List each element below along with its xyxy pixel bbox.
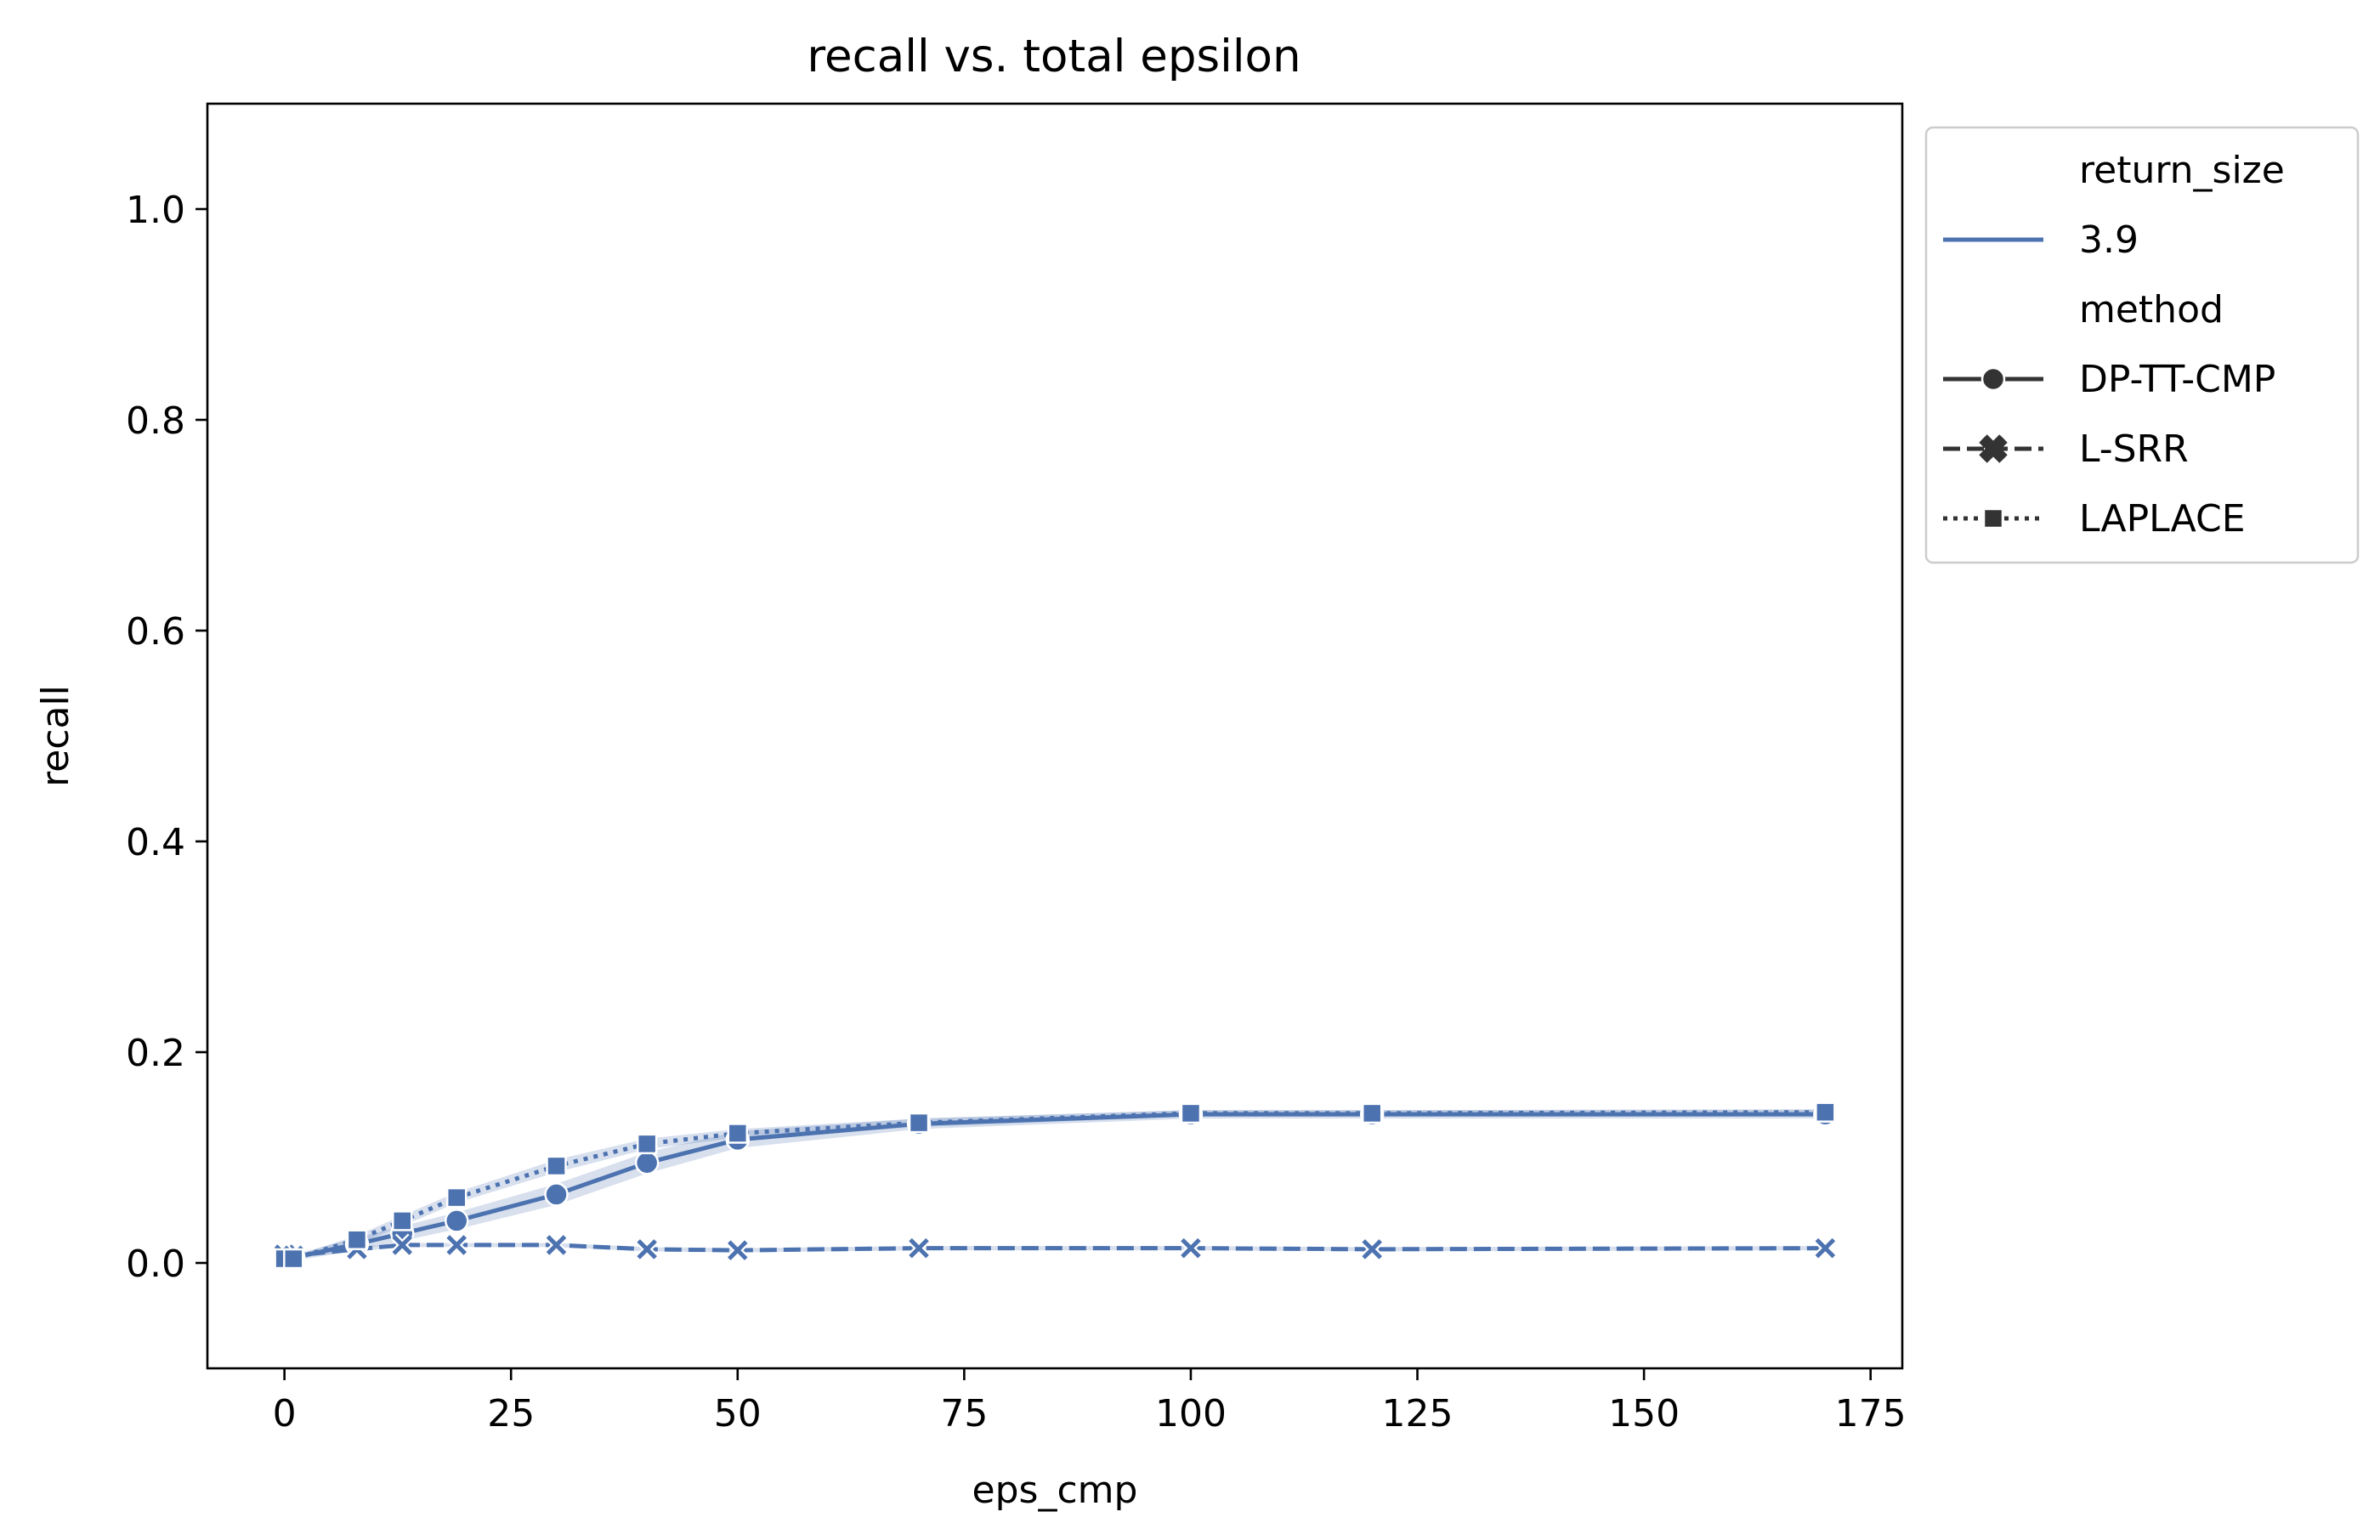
axes: 0 25 50 75 100 125 150 175 0.0 0.2 0.4 0.6 0.8 1.0 [126, 189, 1907, 1435]
legend-label: L-SRR [2079, 427, 2189, 471]
y-axis-label: recall [34, 685, 77, 787]
data-point-l-srr-6-core [637, 1239, 657, 1260]
legend: return_size 3.9 method DP-TT-CMP L-SRR LAPLAC… [1924, 126, 2360, 564]
data-point-laplace-1 [283, 1248, 304, 1270]
data-point-laplace-4 [445, 1186, 468, 1209]
series-line-l-srr [284, 1243, 1826, 1258]
y-tick-label: 0.6 [126, 610, 185, 654]
y-tick-label: 0.2 [126, 1032, 185, 1075]
legend-title: method [2079, 288, 2224, 331]
data-point-l-srr-11-core [1815, 1237, 1836, 1259]
plot-frame [206, 102, 1904, 1370]
legend-marker-square-icon [1982, 507, 2004, 529]
y-tick-label: 0.4 [126, 821, 185, 864]
x-tick-label: 175 [1835, 1392, 1907, 1435]
legend-label: LAPLACE [2079, 497, 2246, 541]
data-point-l-srr-7-core [728, 1240, 748, 1260]
data-point-laplace-6 [636, 1133, 658, 1155]
legend-title: return_size [2079, 149, 2285, 192]
ci-band-dp-tt-cmp [284, 1110, 1826, 1261]
x-tick-label: 75 [940, 1392, 988, 1435]
x-tick-label: 50 [714, 1392, 762, 1435]
data-point-l-srr-5-core [546, 1235, 567, 1255]
legend-box [1924, 126, 2360, 564]
x-tick-label: 125 [1382, 1392, 1454, 1435]
data-point-dp-tt-cmp-6 [634, 1150, 660, 1175]
data-point-laplace-10 [1361, 1102, 1383, 1124]
x-axis-label: eps_cmp [972, 1469, 1138, 1512]
legend-label: DP-TT-CMP [2079, 358, 2275, 401]
data-point-laplace-8 [908, 1112, 930, 1134]
data-point-l-srr-9-core [1181, 1237, 1201, 1259]
data-point-l-srr-4-core [446, 1235, 468, 1255]
y-tick-label: 0.0 [126, 1243, 185, 1286]
data-point-dp-tt-cmp-4 [444, 1209, 469, 1233]
legend-marker-circle-icon [1980, 366, 2006, 392]
legend-label: 3.9 [2079, 218, 2139, 262]
data-point-laplace-3 [392, 1210, 413, 1231]
x-tick-label: 100 [1155, 1392, 1227, 1435]
data-point-dp-tt-cmp-5 [544, 1182, 569, 1207]
x-tick-label: 25 [487, 1392, 535, 1435]
data-point-l-srr-8-core [909, 1237, 929, 1259]
data-point-laplace-7 [727, 1123, 749, 1144]
y-tick-label: 1.0 [126, 189, 185, 232]
legend-marker-x-icon-core [1980, 436, 2006, 461]
data-point-laplace-11 [1815, 1101, 1836, 1123]
plot-area [272, 1101, 1838, 1271]
data-point-l-srr-3-core [392, 1235, 413, 1255]
data-point-l-srr-10-core [1362, 1239, 1382, 1260]
chart-title: recall vs. total epsilon [807, 31, 1300, 82]
data-point-laplace-9 [1180, 1102, 1202, 1124]
x-tick-label: 150 [1608, 1392, 1680, 1435]
data-point-laplace-2 [346, 1229, 368, 1250]
x-tick-label: 0 [273, 1392, 297, 1435]
y-tick-label: 0.8 [126, 399, 185, 443]
data-point-laplace-5 [546, 1155, 567, 1177]
